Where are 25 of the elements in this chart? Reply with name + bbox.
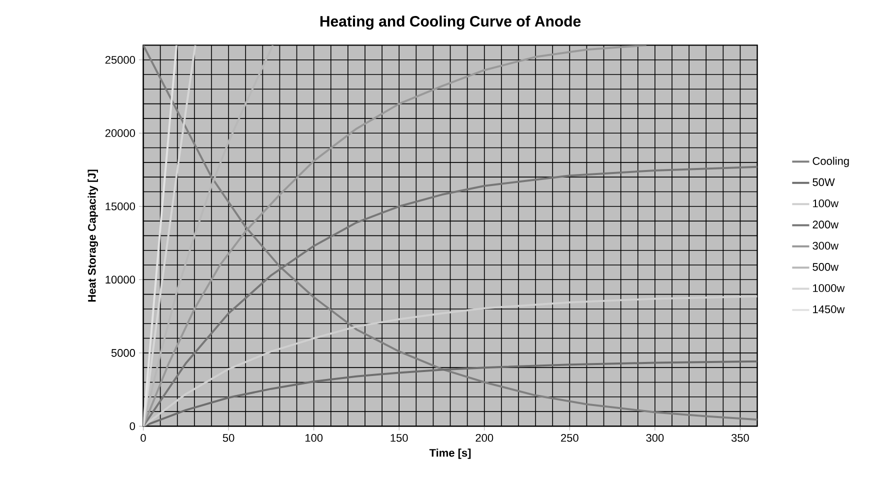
y-tick-label: 25000 xyxy=(105,56,136,64)
legend-label: 50W xyxy=(812,178,835,186)
x-tick-label: 150 xyxy=(390,434,408,442)
y-tick-label: 15000 xyxy=(106,202,136,210)
legend-label: 1000w xyxy=(813,284,845,292)
y-tick-label: 10000 xyxy=(106,276,136,284)
x-tick-label: 350 xyxy=(731,434,749,442)
x-tick-label: 200 xyxy=(476,434,494,442)
y-tick-label: 5000 xyxy=(111,349,136,357)
legend-label: 300w xyxy=(812,242,839,250)
legend-label: Cooling xyxy=(812,156,849,168)
x-tick-label: 50 xyxy=(222,434,234,442)
y-tick-label: 20000 xyxy=(105,129,136,138)
x-axis-title: Time [s] xyxy=(429,448,471,459)
legend-label: 100w xyxy=(813,199,839,208)
chart-title: Heating and Cooling Curve of Anode xyxy=(320,16,581,30)
x-tick-label: 0 xyxy=(140,434,146,442)
legend-label: 200w xyxy=(812,220,839,228)
y-axis-title: Heat Storage Capacity [J] xyxy=(88,170,98,302)
x-tick-label: 250 xyxy=(561,434,578,442)
legend-label: 1450w xyxy=(813,305,845,314)
legend-label: 500w xyxy=(812,263,839,271)
y-tick-label: 0 xyxy=(130,422,136,430)
x-tick-label: 100 xyxy=(305,434,323,442)
x-tick-label: 300 xyxy=(646,434,664,442)
